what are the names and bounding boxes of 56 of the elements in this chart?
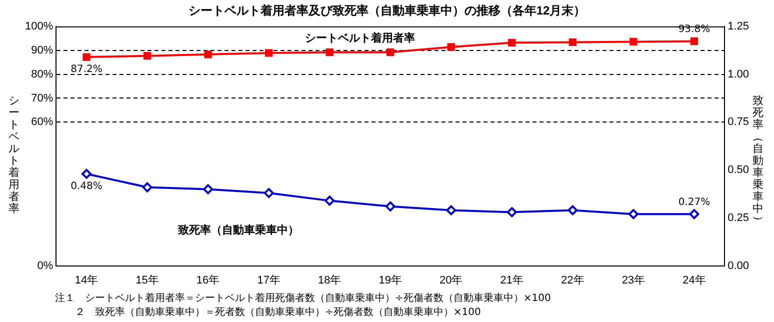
text: 致死率（自動車乗車中） (176, 223, 299, 236)
y-tick-label: 70% (31, 92, 54, 104)
point (385, 201, 396, 212)
point (386, 48, 394, 56)
data-label: 87.2% (70, 64, 102, 76)
point (628, 209, 638, 220)
x-tick-label: 20年 (440, 274, 463, 286)
data-label: 0.48% (70, 180, 102, 192)
point (82, 53, 90, 61)
point (690, 37, 698, 46)
y-tick-label: 0% (37, 260, 54, 272)
x-tick-label: 15年 (136, 274, 159, 286)
y2-tick-label: 0.75 (728, 116, 750, 128)
point (447, 43, 455, 51)
x-tick-label: 14年 (74, 274, 98, 286)
text: 注１ シートベルト着用者率＝シートベルト着用死傷者数（自動車乗車中）÷死傷者数（自動車乗車中）×100 (55, 292, 551, 306)
point (204, 50, 212, 58)
data-label: 0.27% (678, 197, 710, 208)
y2-tick-label: 0.00 (728, 260, 750, 272)
y2-tick-label: 0.25 (728, 212, 750, 224)
x-tick-label: 16年 (196, 274, 220, 286)
point (324, 196, 335, 206)
y-tick-label: 60% (31, 116, 54, 128)
point (143, 52, 152, 60)
point (508, 38, 516, 47)
point (264, 49, 273, 57)
point (630, 38, 638, 46)
point (203, 184, 214, 194)
point (506, 207, 517, 218)
chart-title: シートベルト着用者率及び致死率（自動車乗車中）の推移（各年12月末） (188, 4, 586, 18)
point (568, 38, 576, 46)
y-tick-label: 80% (31, 68, 54, 80)
text: シートベルト着用者率 (8, 94, 20, 215)
data-label: 93.8% (678, 24, 710, 36)
x-tick-label: 19年 (378, 274, 402, 286)
point (568, 205, 578, 216)
y2-tick-label: 1.00 (728, 68, 750, 80)
text: 致死率（自動車乗車中） (752, 94, 765, 226)
y-tick-label: 100% (24, 20, 54, 32)
y2-tick-label: 1.25 (728, 20, 750, 32)
y2-tick-label: 0.50 (728, 164, 750, 176)
x-tick-label: 17年 (257, 274, 280, 286)
point (446, 205, 456, 216)
point (264, 188, 274, 198)
y-tick-label: 90% (31, 44, 54, 56)
x-tick-label: 24年 (682, 274, 706, 286)
x-tick-label: 18年 (318, 274, 342, 286)
point (326, 48, 334, 56)
point (142, 182, 152, 192)
x-tick-label: 23年 (622, 274, 646, 286)
point (82, 168, 92, 179)
x-tick-label: 21年 (500, 274, 524, 286)
series-label: シートベルト着用者率 (304, 31, 415, 44)
x-tick-label: 22年 (561, 274, 584, 286)
point (689, 209, 700, 220)
text: ２ 致死率（自動車乗車中）＝死者数（自動車乗車中）÷死傷者数（自動車乗車中）×100 (74, 306, 482, 320)
